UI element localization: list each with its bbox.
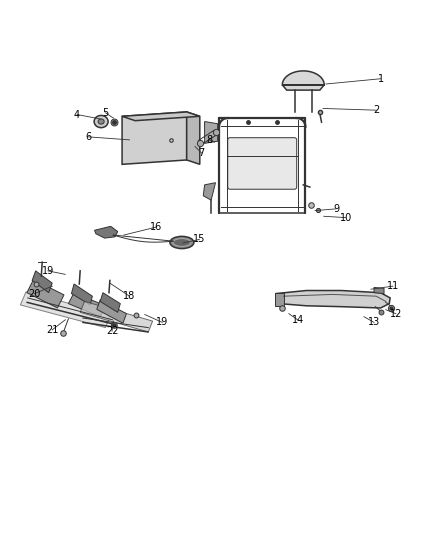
Polygon shape [374, 287, 384, 294]
Polygon shape [122, 112, 200, 120]
Text: 19: 19 [156, 317, 168, 327]
Polygon shape [97, 300, 127, 323]
Polygon shape [80, 302, 152, 332]
Polygon shape [122, 112, 187, 164]
Text: 20: 20 [28, 288, 41, 298]
Ellipse shape [173, 239, 191, 246]
Polygon shape [283, 71, 324, 90]
Ellipse shape [94, 116, 108, 128]
Text: 19: 19 [42, 266, 54, 276]
Polygon shape [27, 280, 64, 308]
Text: 11: 11 [387, 281, 399, 291]
Text: 10: 10 [339, 213, 352, 223]
Text: 4: 4 [74, 110, 80, 119]
Polygon shape [32, 271, 52, 293]
Polygon shape [276, 290, 390, 308]
Polygon shape [68, 293, 106, 317]
FancyBboxPatch shape [228, 138, 297, 189]
Polygon shape [205, 122, 218, 143]
Text: 8: 8 [206, 135, 212, 145]
Text: 18: 18 [124, 291, 136, 301]
Text: 12: 12 [390, 309, 402, 319]
Polygon shape [187, 112, 200, 164]
Text: 6: 6 [85, 132, 91, 142]
Polygon shape [20, 292, 111, 328]
Text: 21: 21 [46, 325, 58, 335]
Text: 13: 13 [368, 317, 380, 327]
Polygon shape [275, 293, 285, 306]
Text: 15: 15 [193, 235, 205, 245]
Text: 1: 1 [378, 74, 384, 84]
Text: 22: 22 [106, 326, 118, 336]
Text: 7: 7 [198, 148, 205, 158]
Polygon shape [71, 284, 92, 305]
Polygon shape [203, 183, 215, 200]
Text: 16: 16 [149, 222, 162, 232]
Text: 5: 5 [102, 108, 109, 118]
Text: 14: 14 [291, 315, 304, 325]
Text: 9: 9 [333, 204, 339, 214]
Ellipse shape [170, 236, 194, 248]
Text: 2: 2 [373, 105, 379, 115]
Polygon shape [95, 227, 118, 238]
Ellipse shape [98, 119, 104, 124]
Polygon shape [100, 293, 120, 312]
